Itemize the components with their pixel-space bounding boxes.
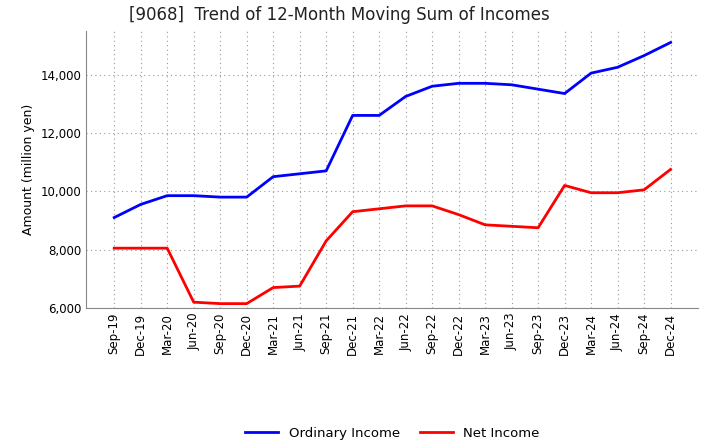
Net Income <box>454 212 463 217</box>
Ordinary Income <box>136 202 145 207</box>
Line: Net Income: Net Income <box>114 169 670 304</box>
Net Income <box>508 224 516 229</box>
Net Income <box>587 190 595 195</box>
Ordinary Income <box>189 193 198 198</box>
Net Income <box>136 246 145 251</box>
Net Income <box>348 209 357 214</box>
Ordinary Income <box>534 87 542 92</box>
Ordinary Income <box>348 113 357 118</box>
Ordinary Income <box>454 81 463 86</box>
Ordinary Income <box>508 82 516 88</box>
Ordinary Income <box>560 91 569 96</box>
Net Income <box>534 225 542 231</box>
Line: Ordinary Income: Ordinary Income <box>114 43 670 217</box>
Ordinary Income <box>428 84 436 89</box>
Net Income <box>613 190 622 195</box>
Ordinary Income <box>481 81 490 86</box>
Ordinary Income <box>269 174 277 180</box>
Net Income <box>163 246 171 251</box>
Net Income <box>560 183 569 188</box>
Ordinary Income <box>375 113 384 118</box>
Ordinary Income <box>163 193 171 198</box>
Ordinary Income <box>401 94 410 99</box>
Net Income <box>110 246 119 251</box>
Net Income <box>269 285 277 290</box>
Legend: Ordinary Income, Net Income: Ordinary Income, Net Income <box>240 422 545 440</box>
Ordinary Income <box>587 70 595 76</box>
Ordinary Income <box>613 65 622 70</box>
Net Income <box>428 203 436 209</box>
Net Income <box>189 300 198 305</box>
Net Income <box>666 167 675 172</box>
Net Income <box>216 301 225 306</box>
Text: [9068]  Trend of 12-Month Moving Sum of Incomes: [9068] Trend of 12-Month Moving Sum of I… <box>130 6 550 24</box>
Ordinary Income <box>322 168 330 173</box>
Net Income <box>375 206 384 212</box>
Net Income <box>295 283 304 289</box>
Ordinary Income <box>216 194 225 200</box>
Ordinary Income <box>243 194 251 200</box>
Ordinary Income <box>110 215 119 220</box>
Ordinary Income <box>666 40 675 45</box>
Net Income <box>243 301 251 306</box>
Net Income <box>640 187 649 192</box>
Net Income <box>481 222 490 227</box>
Ordinary Income <box>640 53 649 58</box>
Y-axis label: Amount (million yen): Amount (million yen) <box>22 104 35 235</box>
Ordinary Income <box>295 171 304 176</box>
Net Income <box>322 238 330 243</box>
Net Income <box>401 203 410 209</box>
